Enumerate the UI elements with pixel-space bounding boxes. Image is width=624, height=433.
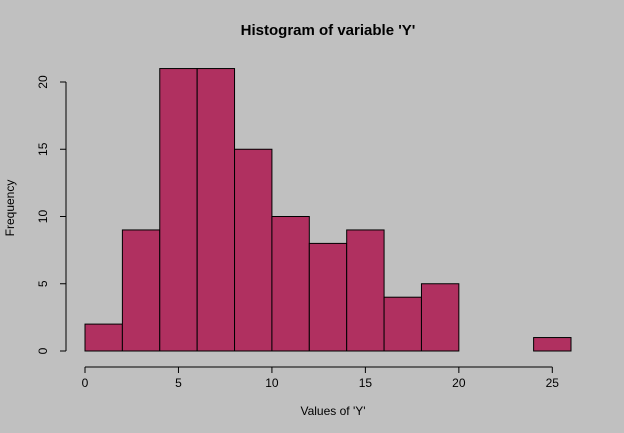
histogram-bar-7 — [346, 229, 385, 352]
y-tick-label: 10 — [36, 210, 50, 224]
histogram-bar-0 — [84, 323, 123, 352]
histogram-bar-5 — [271, 216, 310, 352]
y-axis: 0 5 10 15 20 — [36, 75, 67, 354]
histogram-bar-4 — [234, 148, 273, 352]
histogram-bar-12 — [533, 337, 572, 352]
x-tick-label: 5 — [175, 376, 182, 390]
y-tick-label: 0 — [36, 347, 50, 354]
x-tick-label: 0 — [82, 376, 89, 390]
histogram-bar-2 — [159, 68, 198, 352]
y-axis-label: Frequency — [3, 180, 17, 237]
x-tick-label: 20 — [452, 376, 466, 390]
x-axis: 0 5 10 15 20 25 — [82, 366, 560, 390]
y-tick-label: 5 — [36, 280, 50, 287]
x-tick-label: 15 — [359, 376, 373, 390]
y-tick-label: 15 — [36, 142, 50, 156]
chart-title: Histogram of variable 'Y' — [241, 22, 416, 39]
x-tick-label: 10 — [265, 376, 279, 390]
histogram-bar-8 — [383, 296, 422, 352]
histogram-bar-6 — [308, 242, 348, 352]
histogram-bar-1 — [121, 229, 161, 352]
y-tick-label: 20 — [36, 75, 50, 89]
x-tick-label: 25 — [546, 376, 560, 390]
histogram-bar-9 — [420, 283, 460, 352]
histogram-bar-3 — [196, 68, 236, 352]
x-axis-label: Values of 'Y' — [300, 404, 365, 418]
bars-group — [84, 68, 572, 352]
